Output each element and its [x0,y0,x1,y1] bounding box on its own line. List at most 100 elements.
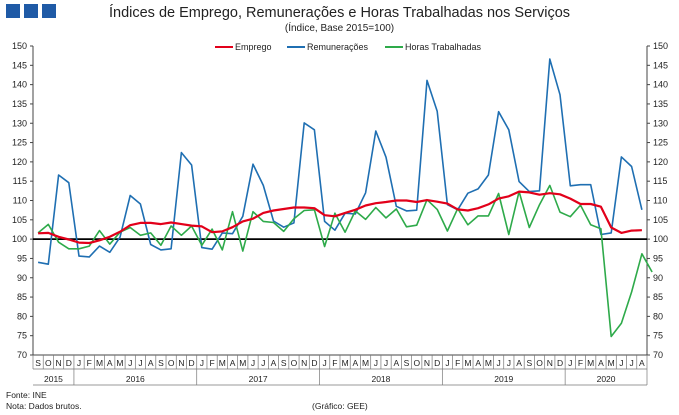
y-tick-label-right: 140 [653,80,668,90]
y-tick-label-right: 80 [653,311,663,321]
month-label: F [332,358,337,368]
y-tick-label-right: 130 [653,118,668,128]
y-tick-label-right: 70 [653,350,663,360]
month-label: F [209,358,214,368]
y-tick-label-left: 135 [12,99,27,109]
month-label: M [116,358,123,368]
month-label: N [424,358,430,368]
month-label: M [239,358,246,368]
legend-horas-trabalhadas-label: Horas Trabalhadas [405,42,482,52]
month-label: J [384,358,388,368]
month-label: N [547,358,553,368]
month-label: M [587,358,594,368]
month-label: M [96,358,103,368]
month-label: A [516,358,522,368]
logo-block-2 [24,4,38,18]
year-label: 2015 [44,374,63,384]
legend-emprego-label: Emprego [235,42,272,52]
month-label: A [107,358,113,368]
month-label: M [608,358,615,368]
y-tick-label-right: 105 [653,215,668,225]
y-tick-label-right: 145 [653,60,668,70]
y-axis-left: 70 75 80 85 90 95 100 105 110 115 120 125 130 135 140 1… [12,41,33,360]
month-label: J [568,358,572,368]
data-note: Nota: Dados brutos. [6,401,82,411]
y-tick-label-right: 95 [653,253,663,263]
month-label: O [536,358,543,368]
chart-subtitle: (Índice, Base 2015=100) [284,23,395,34]
month-label: J [374,358,378,368]
chart-title: Índices de Emprego, Remunerações e Horas… [108,5,571,21]
month-label: O [168,358,175,368]
y-tick-label-right: 150 [653,41,668,51]
month-label: A [598,358,604,368]
y-tick-label-right: 90 [653,273,663,283]
year-label: 2016 [126,374,145,384]
logo-block-1 [6,4,20,18]
series-line-horas-trabalhadas [37,184,653,338]
month-label: D [311,358,317,368]
y-tick-label-left: 140 [12,80,27,90]
y-tick-label-left: 105 [12,215,27,225]
month-label: S [404,358,410,368]
month-label: M [219,358,226,368]
y-tick-label-left: 75 [17,331,27,341]
series-line-remuneracoes [37,58,643,266]
month-label: J [507,358,511,368]
y-tick-label-left: 80 [17,311,27,321]
month-label: O [413,358,420,368]
month-label: A [475,358,481,368]
month-label: F [87,358,92,368]
month-label: J [445,358,449,368]
y-tick-label-left: 125 [12,138,27,148]
month-label: S [526,358,532,368]
month-label: S [35,358,41,368]
chart-legend: Emprego Remunerações Horas Trabalhadas [215,42,482,52]
y-tick-label-left: 120 [12,157,27,167]
y-axis-right: 70 75 80 85 90 95 100 105 110 115 120 125 130 135 140 1… [647,41,668,360]
month-label: F [578,358,583,368]
chart-credit: (Gráfico: GEE) [312,401,368,411]
y-tick-label-left: 130 [12,118,27,128]
month-label: D [66,358,72,368]
legend-remuneracoes-label: Remunerações [307,42,369,52]
source-note: Fonte: INE [6,390,47,400]
month-label: N [56,358,62,368]
month-label: J [200,358,204,368]
month-label: S [158,358,164,368]
month-label: F [455,358,460,368]
month-label: M [342,358,349,368]
month-label: S [281,358,287,368]
month-label: J [251,358,255,368]
month-label: D [189,358,195,368]
month-label: D [557,358,563,368]
month-label: O [291,358,298,368]
year-label: 2017 [249,374,268,384]
y-tick-label-left: 95 [17,253,27,263]
month-label: A [271,358,277,368]
month-label: A [639,358,645,368]
month-label: A [353,358,359,368]
month-label: M [464,358,471,368]
logo-block-3 [42,4,56,18]
y-tick-label-right: 120 [653,157,668,167]
month-label: M [485,358,492,368]
year-label: 2018 [371,374,390,384]
chart-series [37,58,653,338]
y-tick-label-right: 115 [653,176,667,186]
month-label: A [148,358,154,368]
y-tick-label-left: 145 [12,60,27,70]
y-tick-label-left: 100 [12,234,27,244]
month-label: J [496,358,500,368]
month-label: D [434,358,440,368]
month-label: O [45,358,52,368]
month-label: J [261,358,265,368]
y-tick-label-right: 100 [653,234,668,244]
month-label: M [362,358,369,368]
month-label: J [128,358,132,368]
month-label: J [323,358,327,368]
month-label: J [77,358,81,368]
month-label: J [619,358,623,368]
